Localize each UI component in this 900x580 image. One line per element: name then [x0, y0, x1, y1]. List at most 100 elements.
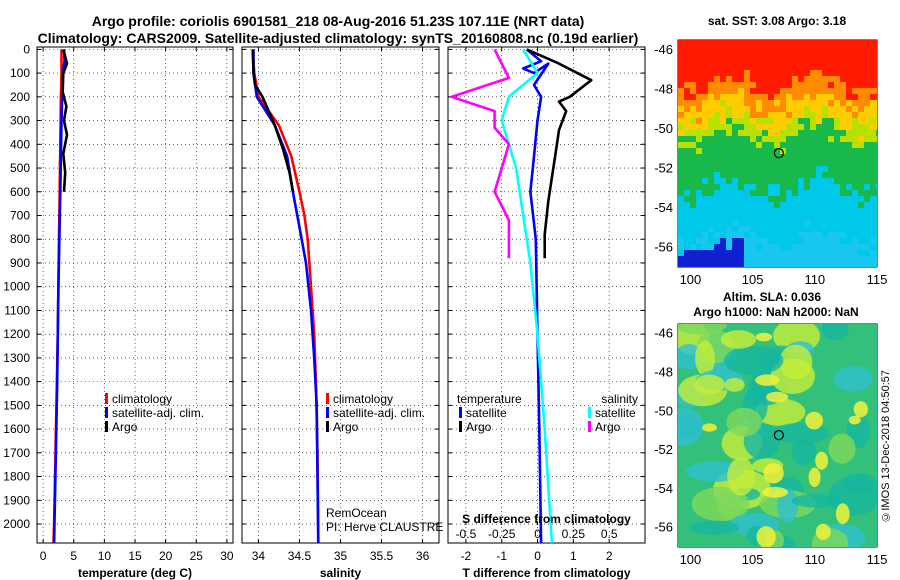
- depth-tick-label: 300: [10, 114, 30, 128]
- temp-xtick-label: 10: [98, 549, 112, 563]
- sla-lat-label: -52: [654, 442, 673, 457]
- diff-series-t-satellite: [521, 48, 550, 544]
- depth-tick-label: 1500: [3, 398, 30, 412]
- sst-lon-label: 110: [804, 272, 825, 287]
- sst-field: [678, 40, 877, 267]
- sst-map-title: sat. SST: 3.08 Argo: 3.18: [708, 14, 847, 28]
- depth-tick-label: 1100: [4, 303, 30, 317]
- sla-field: [678, 324, 877, 547]
- salinity-legend-item: Argo: [333, 420, 359, 434]
- temp-xtick-label: 20: [159, 549, 173, 563]
- depth-tick-label: 1300: [3, 351, 30, 365]
- diff-series-s-satellite: [500, 48, 554, 544]
- depth-tick-label: 1800: [3, 470, 30, 484]
- sla-lat-label: -46: [654, 326, 673, 341]
- temp-series-satellite-adj-clim-: [52, 49, 66, 544]
- depth-tick-label: 900: [10, 256, 30, 270]
- salinity-diff-tick-label: 0.5: [601, 527, 618, 541]
- sst-lat-label: -52: [654, 160, 673, 175]
- salinity-legend-title: salinity: [601, 392, 638, 406]
- depth-tick-label: 1700: [3, 446, 30, 460]
- salinity-diff-tick-label: -0.5: [456, 527, 477, 541]
- sal-xtick-label: 35: [334, 549, 348, 563]
- imos-stamp: ©IMOS 13-Dec-2018 04:50:57: [880, 370, 892, 523]
- salinity-legend-swatch: [326, 421, 329, 432]
- sdiff-legend-item: Argo: [595, 420, 621, 434]
- diff-xtick-label: 1: [570, 549, 577, 563]
- depth-tick-label: 2000: [3, 517, 30, 531]
- depth-tick-label: 500: [10, 161, 30, 175]
- sst-lon-label: 105: [742, 272, 764, 287]
- sla-lon-label: 100: [680, 552, 702, 567]
- sal-xtick-label: 34: [252, 549, 266, 563]
- sla-lon-label: 110: [804, 552, 825, 567]
- sst-lat-label: -48: [654, 81, 673, 96]
- depth-tick-label: 1900: [3, 493, 30, 507]
- tdiff-legend-item: satellite: [466, 406, 507, 420]
- diff-xtick-label: 2: [606, 549, 613, 563]
- depth-tick-label: 400: [10, 137, 30, 151]
- tdiff-legend-swatch: [459, 407, 462, 418]
- sst-lat-label: -56: [654, 239, 673, 254]
- salinity-diff-tick-label: -0.25: [488, 527, 516, 541]
- diff-xtick-label: -2: [461, 549, 472, 563]
- sal-xlabel: salinity: [320, 566, 362, 580]
- depth-tick-label: 200: [10, 90, 30, 104]
- temperature-legend-swatch: [105, 421, 108, 432]
- depth-tick-label: 1200: [3, 327, 30, 341]
- temperature-legend-title: temperature: [457, 392, 522, 406]
- sal-xtick-label: 35.5: [370, 549, 394, 563]
- sst-argo-marker: [773, 148, 784, 159]
- tdiff-legend-swatch: [459, 421, 462, 432]
- sal-series-satellite-adj-clim-: [252, 49, 320, 544]
- temperature-legend-swatch: [105, 407, 108, 418]
- sal-xtick-label: 34.5: [288, 549, 312, 563]
- sal-xtick-label: 36: [416, 549, 430, 563]
- temp-xtick-label: 25: [190, 549, 204, 563]
- temp-xtick-label: 30: [220, 549, 234, 563]
- credit-pi: PI: Herve CLAUSTRE: [326, 520, 443, 534]
- climatology-title: Climatology: CARS2009. Satellite-adjuste…: [37, 30, 639, 46]
- sla-lat-label: -56: [654, 520, 673, 535]
- temp-xtick-label: 5: [70, 549, 77, 563]
- diff-xlabel: T difference from climatology: [462, 566, 630, 580]
- sla-argo-marker: [773, 430, 784, 441]
- depth-tick-label: 800: [10, 232, 30, 246]
- temperature-legend-item: satellite-adj. clim.: [112, 406, 204, 420]
- temperature-legend-swatch: [105, 393, 108, 404]
- sla-lon-label: 115: [867, 552, 888, 567]
- tdiff-legend-item: Argo: [466, 420, 492, 434]
- diff-frame: [447, 46, 646, 544]
- profile-title: Argo profile: coriolis 6901581_218 08-Au…: [91, 13, 585, 29]
- salinity-legend-item: climatology: [333, 392, 393, 406]
- temp-xtick-label: 15: [128, 549, 142, 563]
- depth-tick-label: 0: [23, 42, 30, 56]
- sal-series-argo: [251, 49, 295, 193]
- sst-lat-label: -46: [654, 42, 673, 57]
- salinity-legend-item: satellite-adj. clim.: [333, 406, 425, 420]
- sdiff-legend-swatch: [588, 421, 591, 432]
- temp-xlabel: temperature (deg C): [78, 566, 192, 580]
- sla-lat-label: -48: [654, 364, 673, 379]
- temperature-legend-item: climatology: [112, 392, 172, 406]
- salinity-legend-swatch: [326, 393, 329, 404]
- salinity-diff-tick-label: 0: [534, 527, 541, 541]
- credit-remocean: RemOcean: [326, 506, 387, 520]
- temperature-legend-item: Argo: [112, 420, 138, 434]
- sdiff-legend-item: satellite: [595, 406, 636, 420]
- temp-series-argo: [61, 49, 69, 192]
- diff-xtick-label: -1: [496, 549, 507, 563]
- diff-xtick-label: 0: [534, 549, 541, 563]
- sst-lon-label: 100: [680, 272, 702, 287]
- salinity-legend-swatch: [326, 407, 329, 418]
- depth-tick-label: 1600: [3, 422, 30, 436]
- sst-lat-label: -50: [654, 121, 673, 136]
- sla-lat-label: -50: [654, 403, 673, 418]
- sst-lat-label: -54: [654, 200, 673, 215]
- depth-tick-label: 600: [10, 185, 30, 199]
- sdiff-legend-swatch: [588, 407, 591, 418]
- sla-map-title: Altim. SLA: 0.036: [723, 290, 821, 304]
- temp-xtick-label: 0: [40, 549, 47, 563]
- depth-tick-label: 100: [10, 66, 30, 80]
